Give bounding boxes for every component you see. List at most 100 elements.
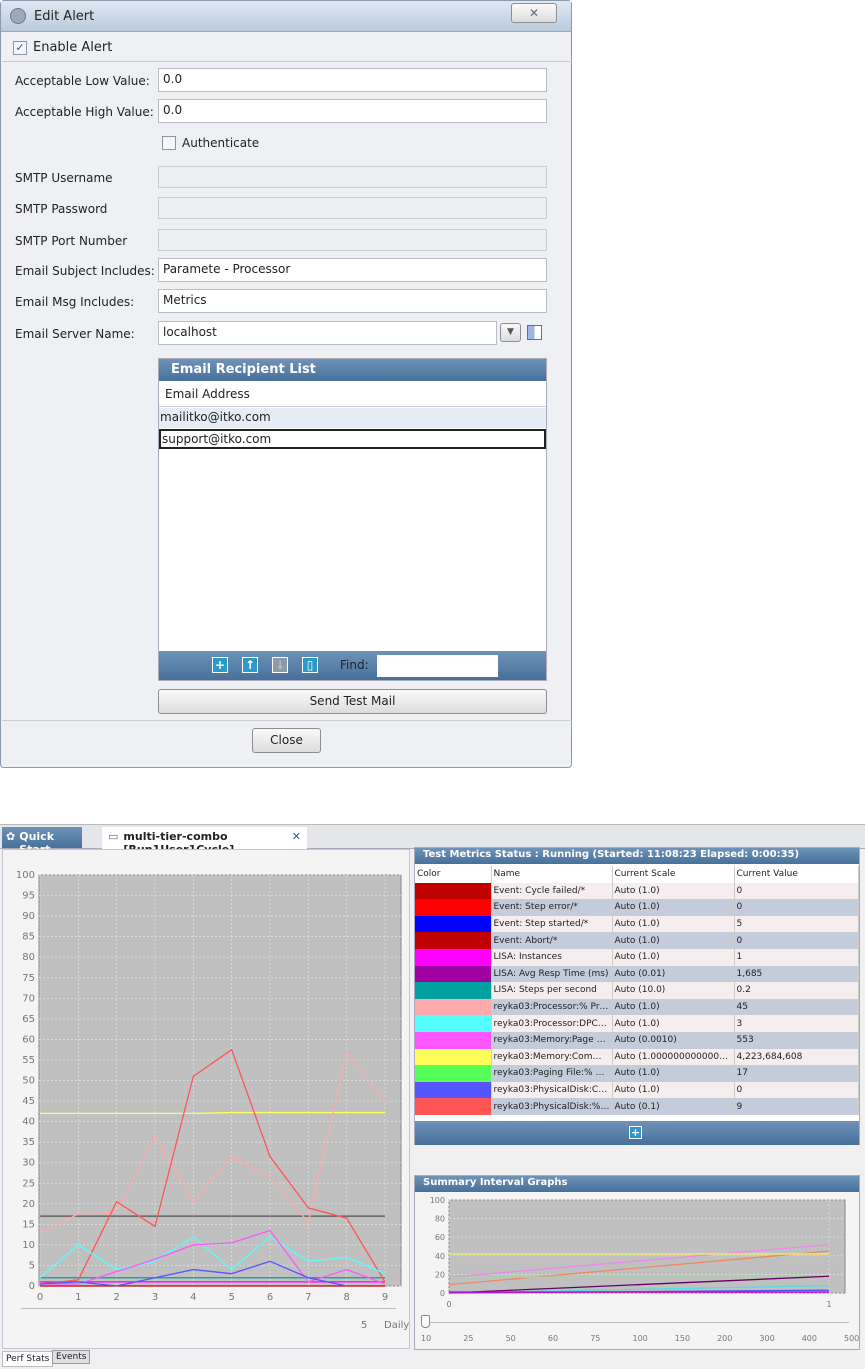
authenticate-checkbox[interactable]: Authenticate [162, 136, 259, 150]
high-value-input[interactable]: 0.0 [158, 99, 547, 123]
slider-tick-label: 300 [759, 1334, 775, 1343]
y-tick-label: 90 [22, 911, 35, 922]
color-swatch[interactable] [415, 998, 492, 1016]
column-header[interactable]: Current Scale [612, 866, 735, 883]
close-button[interactable]: Close [252, 728, 321, 753]
metric-scale: Auto (0.01) [612, 965, 735, 983]
recipient-list-panel: Email Recipient List Email Address maili… [158, 358, 547, 681]
y-tick-label: 65 [22, 1014, 35, 1025]
metric-scale: Auto (1.0) [612, 882, 735, 900]
low-value-input[interactable]: 0.0 [158, 68, 547, 92]
tab-quick-start[interactable]: ✿Quick Start [2, 827, 82, 856]
color-swatch[interactable] [415, 1015, 492, 1032]
metric-row[interactable]: reyka03:PhysicalDisk:% Dis...Auto (0.1)9 [415, 1098, 859, 1115]
metric-row[interactable]: reyka03:Paging File:% Usa... Auto (1.0) 17 [415, 1065, 859, 1082]
metric-row[interactable]: Event: Step started/* Auto (1.0) 5 [415, 915, 859, 933]
metric-value: 0 [734, 1081, 859, 1099]
series-line [39, 1050, 386, 1234]
metric-row[interactable]: reyka03:Memory:Page Faul... Auto (0.0010)… [415, 1031, 859, 1049]
metric-row[interactable]: reyka03:Memory:Committe... Auto (1.000000… [415, 1048, 859, 1066]
smtp-port-input[interactable] [158, 229, 547, 251]
metric-row[interactable]: Event: Abort/* Auto (1.0) 0 [415, 932, 859, 949]
color-swatch[interactable] [415, 982, 492, 999]
y-tick-label: 50 [22, 1076, 35, 1087]
column-header[interactable]: Name [491, 866, 613, 883]
x-tick-label: 6 [267, 1292, 273, 1303]
dropdown-arrow-icon[interactable]: ▼ [500, 323, 521, 342]
slider-tick-label: 75 [590, 1334, 601, 1343]
perf-stats-window: ✿Quick Start ▭ multi-tier-combo [Run1User… [0, 824, 865, 1369]
metric-row[interactable]: reyka03:Processor:DPC Rat... Auto (1.0) 3 [415, 1015, 859, 1032]
checkbox-unchecked-icon[interactable] [162, 136, 176, 150]
y-tick-label: 25 [22, 1178, 35, 1189]
recipient-row-editing[interactable]: support@itko.com [159, 429, 546, 449]
move-up-icon[interactable]: ↑ [242, 657, 258, 673]
timeline-period: Daily [384, 1320, 410, 1331]
metric-name: Event: Step error/* [491, 899, 613, 916]
metric-scale: Auto (1.0) [612, 998, 735, 1016]
metric-row[interactable]: Event: Step error/* Auto (1.0) 0 [415, 899, 859, 916]
email-server-combo[interactable]: localhost [158, 321, 497, 345]
color-swatch[interactable] [415, 932, 492, 949]
metric-value: 0 [734, 932, 859, 949]
metric-row[interactable]: LISA: Instances Auto (1.0) 1 [415, 948, 859, 966]
metric-name: reyka03:Processor:% Proce... [491, 998, 613, 1016]
delete-icon[interactable]: ▯ [302, 657, 318, 673]
x-tick-label: 4 [190, 1292, 196, 1303]
enable-alert-label: Enable Alert [33, 40, 113, 55]
metric-name: reyka03:Processor:DPC Rat... [491, 1015, 613, 1032]
close-tab-icon[interactable]: ✕ [291, 830, 301, 843]
smtp-username-input[interactable] [158, 166, 547, 188]
slider-ticks: 10 25 50 60 75 100 150 200 300 400 500 [415, 1332, 859, 1350]
smtp-password-label: SMTP Password [15, 202, 108, 216]
series-line [39, 1260, 347, 1287]
interval-slider-track[interactable] [425, 1322, 849, 1323]
x-tick-label: 9 [382, 1292, 388, 1303]
add-icon[interactable]: + [212, 657, 228, 673]
color-swatch[interactable] [415, 1031, 492, 1049]
metric-name: reyka03:Memory:Page Faul... [491, 1031, 613, 1049]
color-swatch[interactable] [415, 915, 492, 933]
color-swatch[interactable] [415, 1098, 492, 1115]
column-header[interactable]: Color [415, 866, 492, 883]
color-swatch[interactable] [415, 882, 492, 900]
email-subject-input[interactable]: Paramete - Processor [158, 258, 547, 282]
y-tick-label: 95 [22, 891, 35, 902]
metric-scale: Auto (0.1) [612, 1098, 735, 1115]
recipient-row[interactable]: mailitko@itko.com [159, 408, 546, 428]
smtp-password-input[interactable] [158, 197, 547, 219]
color-swatch[interactable] [415, 1048, 492, 1066]
find-input[interactable] [377, 655, 498, 677]
close-icon[interactable]: ✕ [511, 3, 557, 23]
color-swatch[interactable] [415, 1081, 492, 1099]
metric-row[interactable]: Event: Cycle failed/* Auto (1.0) 0 [415, 882, 859, 900]
color-swatch[interactable] [415, 948, 492, 966]
plus-icon[interactable]: + [629, 1126, 642, 1139]
quick-start-icon: ✿ [6, 830, 16, 843]
move-down-icon[interactable]: ↓ [272, 657, 288, 673]
tab-events[interactable]: Events [52, 1350, 91, 1364]
email-msg-input[interactable]: Metrics [158, 289, 547, 313]
metric-row[interactable]: LISA: Steps per second Auto (10.0) 0.2 [415, 982, 859, 999]
y-tick-label: 10 [22, 1240, 35, 1251]
email-server-label: Email Server Name: [15, 327, 135, 341]
enable-alert-checkbox[interactable]: ✓ Enable Alert [13, 40, 112, 55]
color-swatch[interactable] [415, 899, 492, 916]
checkbox-checked-icon[interactable]: ✓ [13, 40, 27, 55]
metric-name: Event: Cycle failed/* [491, 882, 613, 900]
metric-row[interactable]: reyka03:PhysicalDisk:Curre... Auto (1.0) 0 [415, 1081, 859, 1099]
address-book-icon[interactable] [527, 325, 542, 340]
column-header[interactable]: Current Value [734, 866, 859, 883]
color-swatch[interactable] [415, 965, 492, 983]
metric-row[interactable]: LISA: Avg Resp Time (ms) Auto (0.01) 1,685 [415, 965, 859, 983]
email-address-column-header[interactable]: Email Address [159, 382, 546, 407]
tab-multi-tier-combo[interactable]: ▭ multi-tier-combo [Run1User1Cycle] ✕ [102, 827, 307, 856]
metric-row[interactable]: reyka03:Processor:% Proce... Auto (1.0) 45 [415, 998, 859, 1016]
timeline-scale[interactable] [21, 1308, 396, 1309]
interval-slider-thumb[interactable] [421, 1315, 430, 1328]
series-line [40, 1111, 385, 1115]
tab-perf-stats[interactable]: Perf Stats [2, 1351, 54, 1367]
color-swatch[interactable] [415, 1065, 492, 1082]
send-test-mail-button[interactable]: Send Test Mail [158, 689, 547, 714]
y-tick-label: 55 [22, 1055, 35, 1066]
